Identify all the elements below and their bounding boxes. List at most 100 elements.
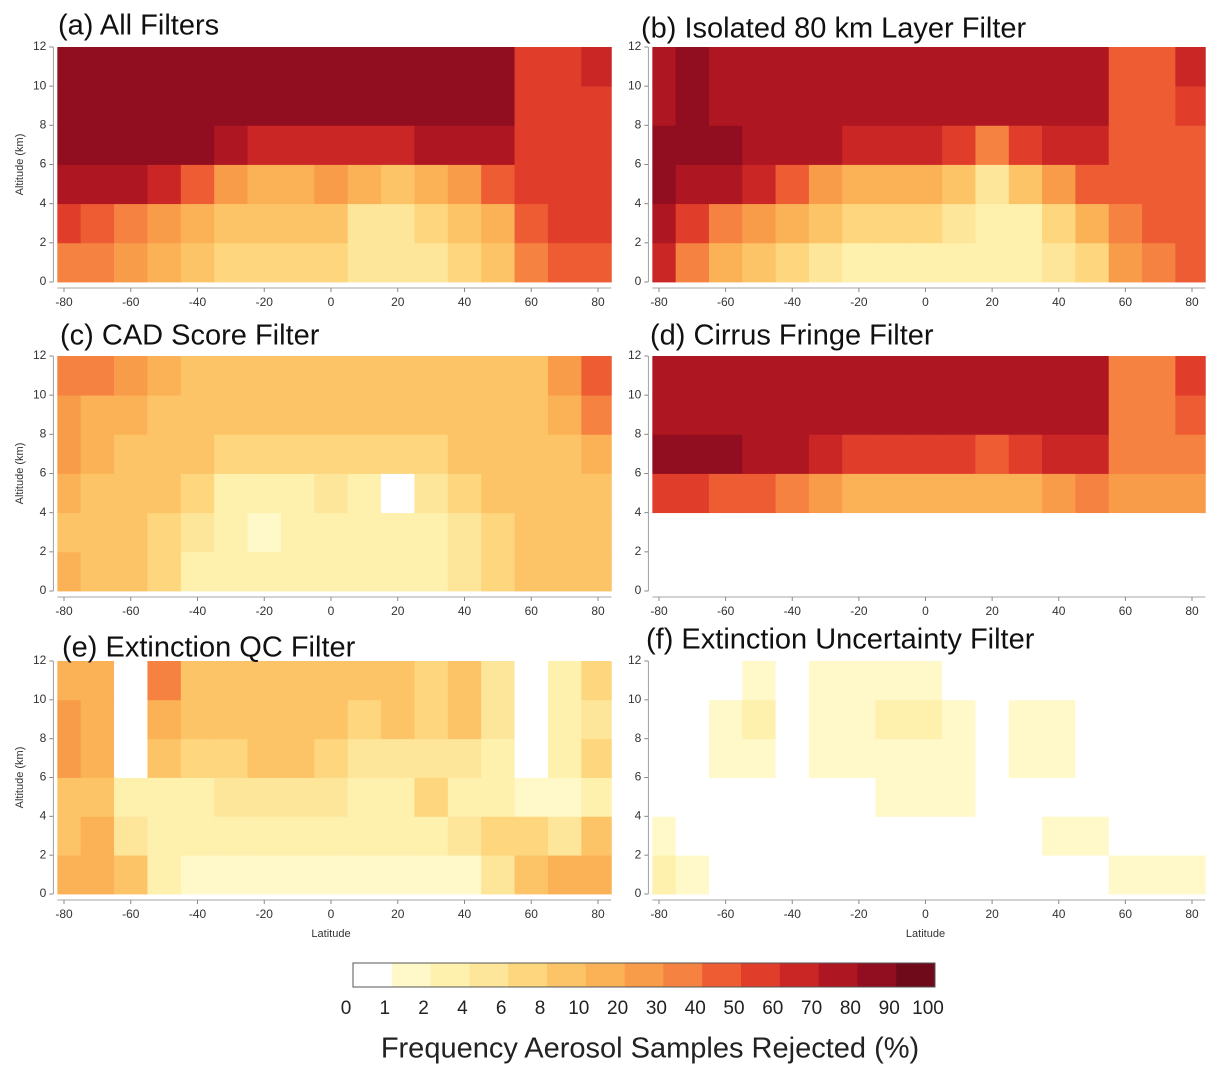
y-tick-label: 6 xyxy=(40,466,47,480)
heatmap-cell xyxy=(314,356,349,396)
heatmap-cell xyxy=(1075,242,1110,283)
heatmap-cell xyxy=(1008,47,1043,87)
heatmap-cell xyxy=(652,855,677,895)
heatmap-cell xyxy=(1008,434,1043,474)
heatmap-cell xyxy=(381,699,415,740)
heatmap-cell xyxy=(80,473,115,514)
heatmap-cell xyxy=(975,738,1010,778)
heatmap-cell xyxy=(1075,551,1110,592)
y-tick-label: 8 xyxy=(635,118,642,132)
heatmap-cell xyxy=(1042,86,1076,126)
heatmap-cell xyxy=(381,242,415,283)
heatmap-cell xyxy=(447,816,482,856)
heatmap-cell xyxy=(975,125,1010,165)
heatmap-cell xyxy=(414,699,449,740)
heatmap-cell xyxy=(381,203,415,244)
y-tick-label: 12 xyxy=(628,39,642,53)
heatmap-cell xyxy=(180,242,215,283)
heatmap-cell xyxy=(1075,203,1110,244)
heatmap-cell xyxy=(1175,738,1206,778)
heatmap-cell xyxy=(775,777,810,817)
heatmap-cell xyxy=(514,395,549,435)
heatmap-cell xyxy=(381,816,415,856)
heatmap-cell xyxy=(1142,164,1176,205)
heatmap-cell xyxy=(414,47,449,87)
y-tick-label: 12 xyxy=(33,39,47,53)
heatmap-cell xyxy=(842,434,876,474)
heatmap-cell xyxy=(675,855,710,895)
heatmap-cell xyxy=(180,203,215,244)
heatmap-cell xyxy=(447,473,482,514)
x-tick-label: 20 xyxy=(391,604,405,618)
heatmap-cell xyxy=(514,125,549,165)
heatmap-cell xyxy=(652,434,677,474)
x-tick-label: 80 xyxy=(1185,907,1199,921)
heatmap-cell xyxy=(708,203,743,244)
x-tick-label: 40 xyxy=(458,907,472,921)
heatmap-cell xyxy=(481,86,515,126)
x-tick-label: 20 xyxy=(985,907,999,921)
heatmap-cell xyxy=(347,86,382,126)
heatmap-cell xyxy=(1108,816,1143,856)
heatmap-cell xyxy=(742,551,776,592)
heatmap-cell xyxy=(347,551,382,592)
heatmap-cell xyxy=(1075,164,1110,205)
heatmap-cell xyxy=(57,699,82,740)
heatmap-cell xyxy=(447,699,482,740)
heatmap-cell xyxy=(708,699,743,740)
heatmap-cell xyxy=(1142,47,1176,87)
x-tick-label: -20 xyxy=(850,295,868,309)
heatmap-cell xyxy=(1108,661,1143,701)
heatmap-cell xyxy=(675,473,710,514)
heatmap-cell xyxy=(1175,125,1206,165)
heatmap-cell xyxy=(975,203,1010,244)
x-tick-label: -80 xyxy=(55,604,73,618)
heatmap-cell xyxy=(514,551,549,592)
heatmap-cell xyxy=(280,699,315,740)
heatmap-cell xyxy=(875,738,910,778)
heatmap-cell xyxy=(975,473,1010,514)
heatmap-cell xyxy=(381,551,415,592)
heatmap-cell xyxy=(57,203,82,244)
heatmap-cell xyxy=(381,434,415,474)
heatmap-cell xyxy=(114,551,148,592)
heatmap-cell xyxy=(708,47,743,87)
colorbar-label: Frequency Aerosol Samples Rejected (%) xyxy=(381,1033,919,1065)
heatmap-cell xyxy=(908,164,943,205)
heatmap-cell xyxy=(842,203,876,244)
heatmap-cell xyxy=(1042,816,1076,856)
x-tick-label: 40 xyxy=(458,295,472,309)
y-tick-label: 8 xyxy=(40,731,47,745)
heatmap-cell xyxy=(975,661,1010,701)
heatmap-cell xyxy=(214,125,248,165)
heatmap-cell xyxy=(347,164,382,205)
heatmap-cell xyxy=(1175,551,1206,592)
heatmap-cell xyxy=(742,242,776,283)
y-tick-label: 0 xyxy=(635,274,642,288)
heatmap-cell xyxy=(875,855,910,895)
heatmap-cell xyxy=(808,816,843,856)
heatmap-cell xyxy=(942,395,976,435)
heatmap-cell xyxy=(708,86,743,126)
x-tick-label: 80 xyxy=(591,604,605,618)
y-tick-label: 6 xyxy=(635,466,642,480)
heatmap-cell xyxy=(481,777,515,817)
heatmap-cell xyxy=(1175,242,1206,283)
heatmap-cell xyxy=(314,203,349,244)
heatmap-cell xyxy=(808,203,843,244)
heatmap-cell xyxy=(147,473,182,514)
heatmap-cell xyxy=(808,242,843,283)
heatmap-cell xyxy=(942,242,976,283)
heatmap-cell xyxy=(775,164,810,205)
heatmap-cell xyxy=(147,551,182,592)
heatmap-cell xyxy=(652,661,677,701)
heatmap-cell xyxy=(975,356,1010,396)
heatmap-cell xyxy=(842,47,876,87)
heatmap-cell xyxy=(514,242,549,283)
heatmap-cell xyxy=(875,816,910,856)
heatmap-cell xyxy=(1142,86,1176,126)
heatmap-cell xyxy=(214,242,248,283)
heatmap-cell xyxy=(1142,203,1176,244)
heatmap-cell xyxy=(280,738,315,778)
heatmap-cell xyxy=(1075,855,1110,895)
